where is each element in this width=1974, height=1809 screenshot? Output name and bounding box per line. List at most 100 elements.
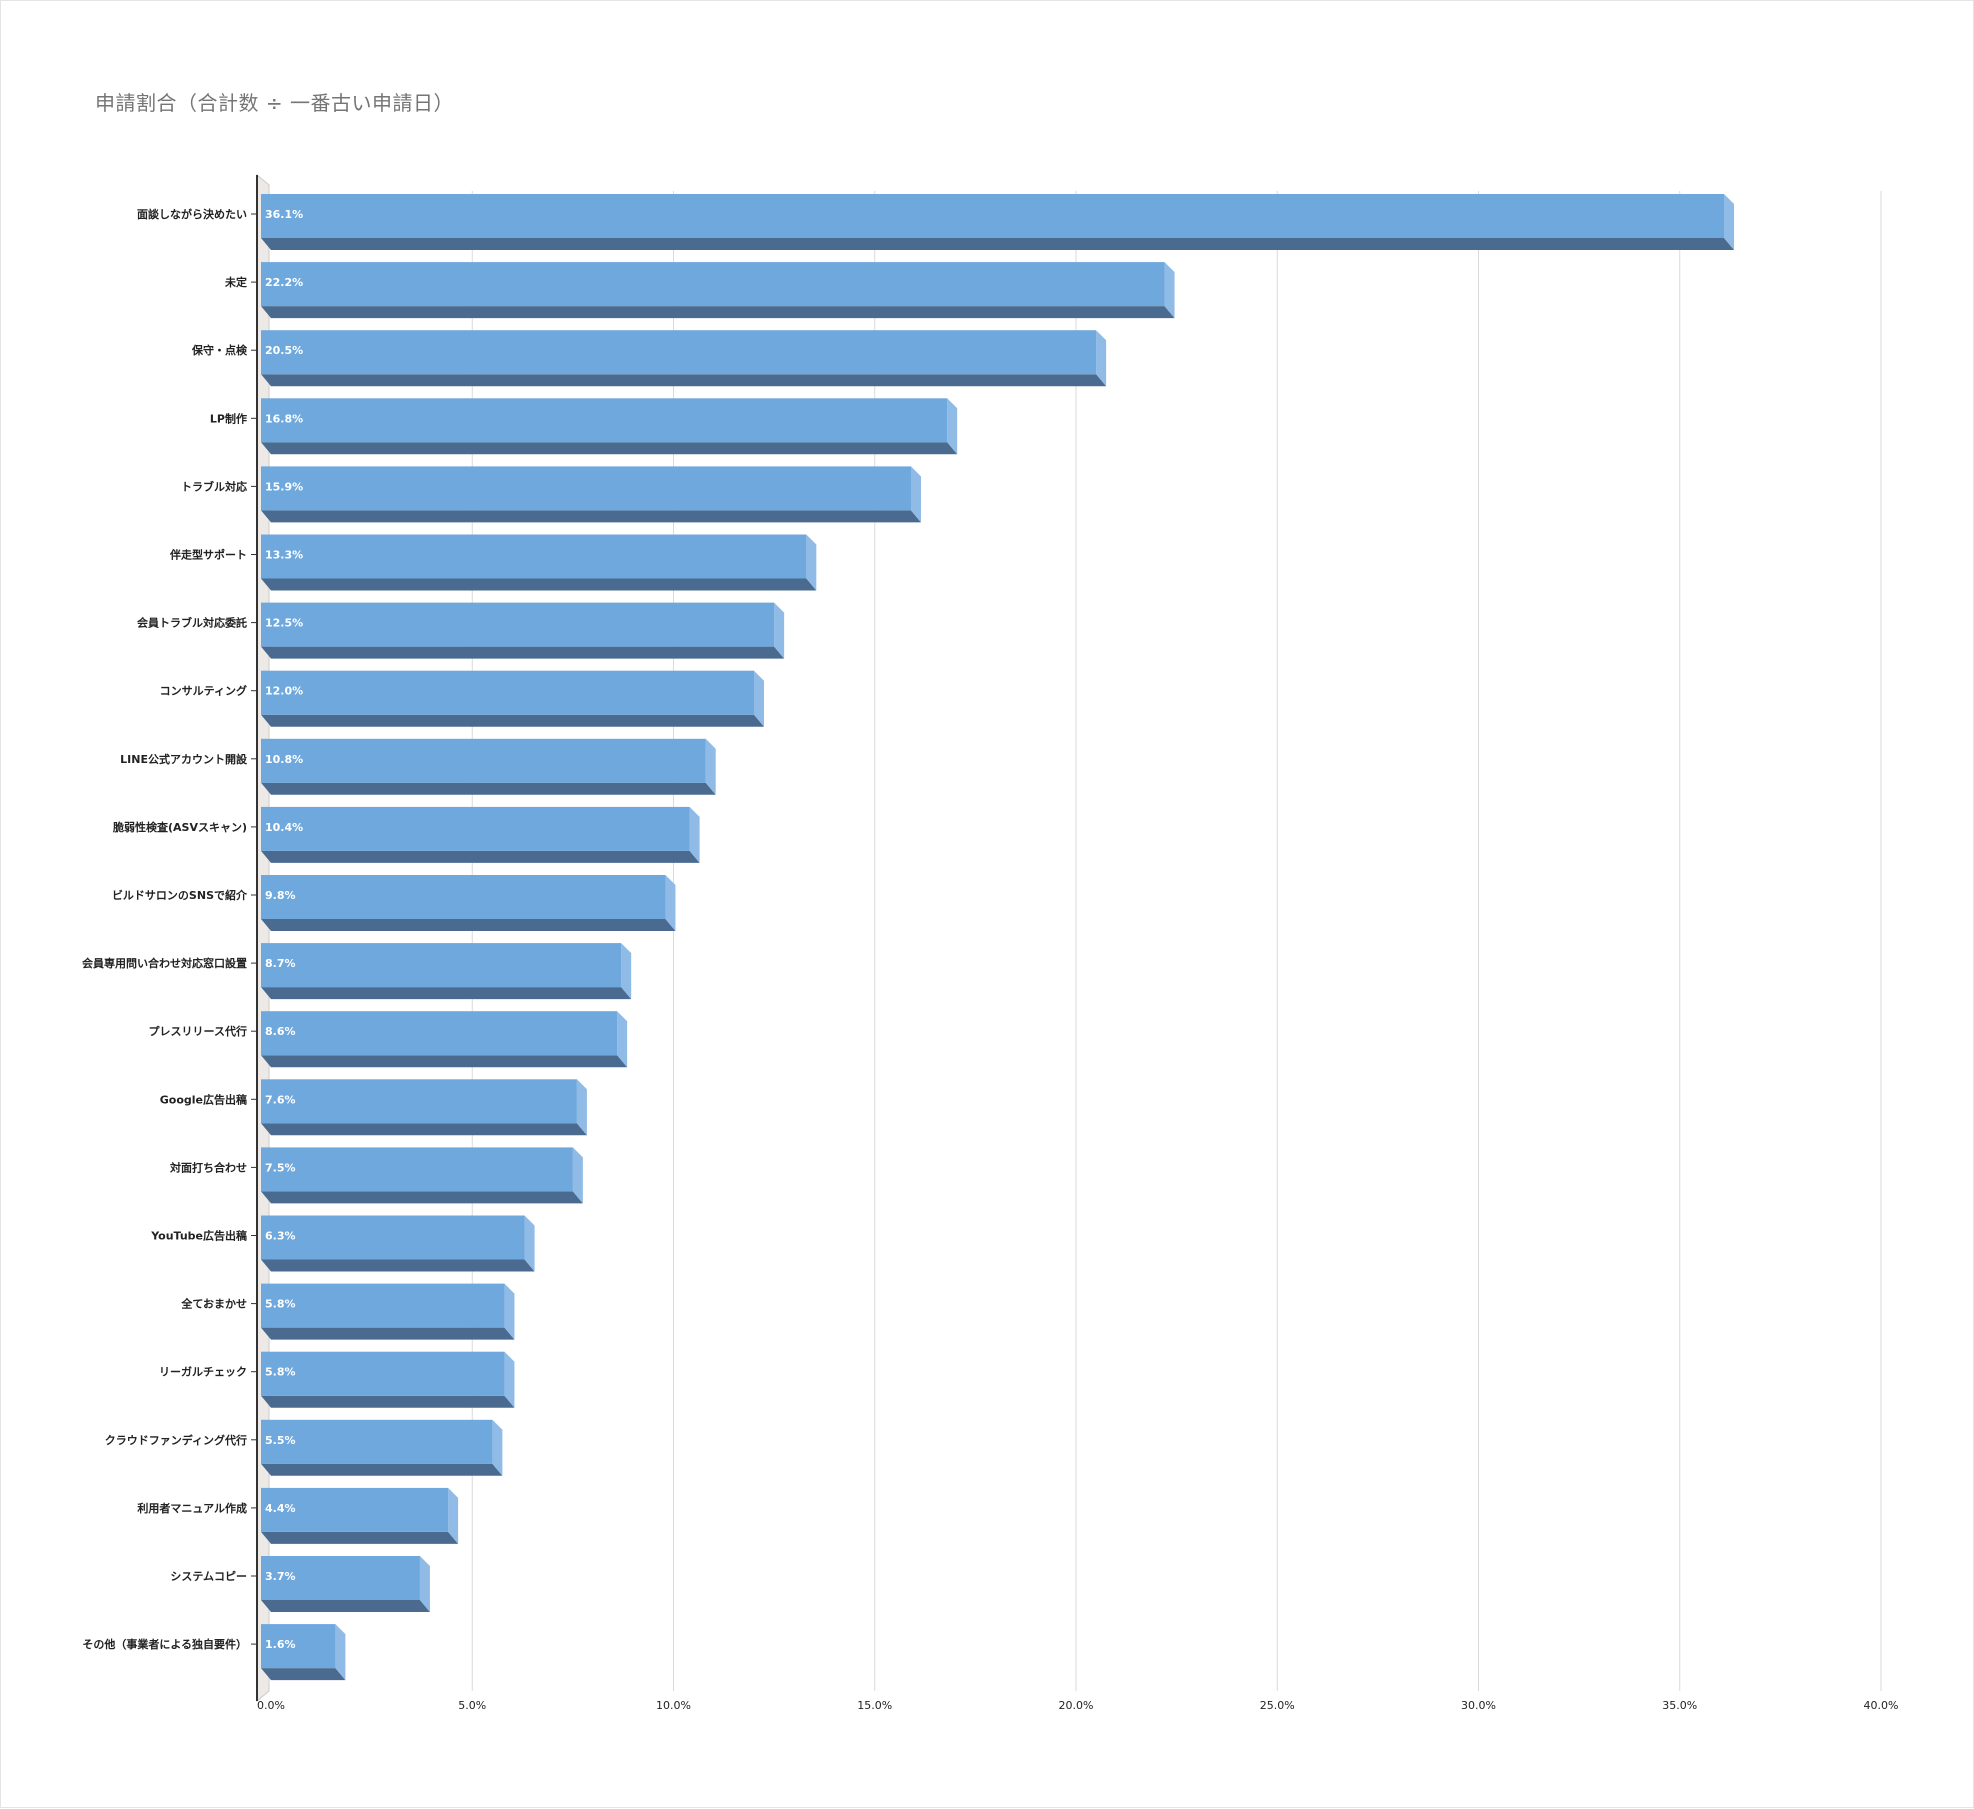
bar-bottom (261, 1123, 587, 1136)
bar-face (261, 330, 1097, 375)
x-tick-label: 10.0% (656, 1699, 691, 1712)
data-label: 10.8% (265, 753, 303, 766)
category-label: システムコピー (170, 1570, 247, 1583)
bar-side (576, 1079, 587, 1136)
data-label: 6.3% (265, 1230, 296, 1243)
bar (261, 330, 1107, 387)
bar-side (754, 670, 764, 727)
bar-bottom (261, 850, 700, 863)
bar (261, 1487, 459, 1544)
x-tick-label: 35.0% (1662, 1699, 1697, 1712)
category-label: 未定 (224, 275, 247, 289)
bar-side (492, 1419, 503, 1476)
bar-face (261, 1147, 573, 1192)
bar-bottom (261, 987, 632, 1000)
bar-bottom (261, 1327, 515, 1340)
data-label: 36.1% (265, 208, 303, 221)
labels: 0.0% 5.0% 10.0% 15.0% 20.0% 25.0% 30.0% 35.0% 40… (82, 207, 1898, 1712)
bar-face (261, 1283, 505, 1328)
category-label: YouTube広告出稿 (150, 1229, 247, 1243)
data-label: 7.6% (265, 1093, 296, 1106)
bar-bottom (261, 306, 1175, 319)
bar-face (261, 806, 690, 851)
bar (261, 194, 1735, 250)
bar-face (261, 1487, 449, 1532)
bar-side (1096, 330, 1107, 387)
data-label: 12.5% (265, 617, 303, 630)
bar-bottom (261, 578, 817, 591)
data-label: 9.8% (265, 889, 296, 902)
data-label: 22.2% (265, 276, 303, 289)
x-tick-label: 0.0% (257, 1699, 285, 1712)
x-tick-label: 5.0% (458, 1699, 486, 1712)
bar (261, 602, 785, 659)
category-label: 全ておまかせ (180, 1297, 247, 1311)
bar-bottom (261, 1191, 583, 1204)
bar-face (261, 262, 1165, 307)
data-label: 4.4% (265, 1502, 296, 1515)
data-label: 16.8% (265, 412, 303, 425)
data-label: 10.4% (265, 821, 303, 834)
data-label: 7.5% (265, 1161, 296, 1174)
bar (261, 738, 716, 795)
bar-side (774, 602, 785, 659)
bar-face (261, 1419, 493, 1464)
data-label: 1.6% (265, 1638, 296, 1651)
bar (261, 943, 632, 1000)
category-label: リーガルチェック (159, 1365, 247, 1379)
bar-side (947, 398, 958, 455)
bar-side (705, 738, 716, 795)
data-label: 13.3% (265, 549, 303, 562)
data-label: 20.5% (265, 344, 303, 357)
bar-side (689, 806, 700, 863)
category-label: 面談しながら決めたい (137, 207, 247, 221)
bar (261, 1147, 583, 1204)
bar-side (504, 1283, 515, 1340)
bar-face (261, 875, 666, 919)
data-label: 12.0% (265, 685, 303, 698)
bar-side (617, 1011, 628, 1068)
category-label: LP制作 (210, 411, 247, 425)
bar-face (261, 738, 706, 783)
bar-bottom (261, 1600, 430, 1612)
bar-side (524, 1215, 535, 1272)
bar-side (448, 1487, 459, 1544)
bar-side (621, 943, 632, 1000)
bar-face (261, 1011, 618, 1056)
bar-face (261, 466, 911, 511)
bar-side (572, 1147, 583, 1204)
bar-face (261, 1215, 525, 1260)
bar-bottom (261, 1463, 503, 1476)
data-label: 15.9% (265, 480, 303, 493)
x-tick-label: 40.0% (1864, 1699, 1899, 1712)
bar (261, 1283, 515, 1340)
bar (261, 1215, 535, 1272)
bar (261, 262, 1175, 319)
bar-face (261, 602, 775, 647)
category-label: 伴走型サポート (169, 548, 247, 562)
bar-side (504, 1351, 515, 1408)
bar (261, 534, 817, 591)
bar (261, 806, 700, 863)
data-label: 5.8% (265, 1366, 296, 1379)
x-tick-label: 15.0% (857, 1699, 892, 1712)
bar (261, 1556, 430, 1612)
bar-face (261, 1079, 577, 1124)
category-label: 対面打ち合わせ (169, 1160, 247, 1174)
bar (261, 1419, 503, 1476)
bar-side (665, 875, 676, 931)
category-label: 利用者マニュアル作成 (137, 1501, 247, 1515)
bar-face (261, 943, 622, 988)
category-label: その他（事業者による独自要件） (82, 1637, 247, 1651)
bar-face (261, 1351, 505, 1396)
bar-side (910, 466, 921, 523)
bar-side (1724, 194, 1735, 250)
data-label: 8.7% (265, 957, 296, 970)
bar-side (1164, 262, 1175, 319)
category-label: クラウドファンディング代行 (105, 1433, 247, 1447)
bar-bottom (261, 714, 764, 727)
chart-title: 申請割合（合計数 ÷ 一番古い申請日） (95, 91, 454, 115)
bar-face (261, 534, 807, 579)
data-label: 3.7% (265, 1570, 296, 1583)
